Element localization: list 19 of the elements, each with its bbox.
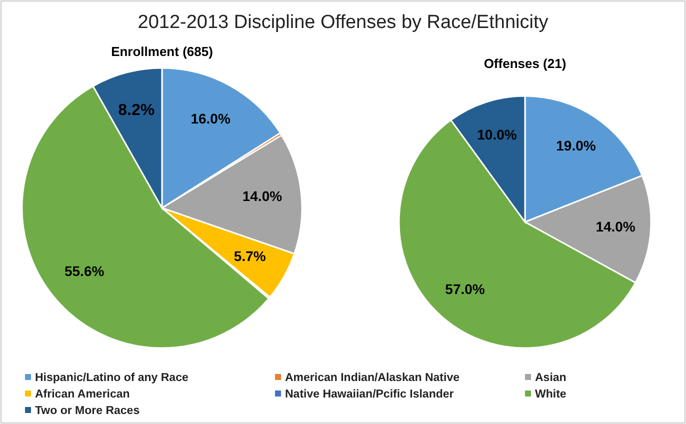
legend-label: African American — [35, 388, 130, 401]
legend-label: Asian — [535, 372, 566, 384]
data-label: 16.0% — [190, 110, 231, 126]
data-label: 10.0% — [477, 126, 518, 142]
data-label: 14.0% — [242, 188, 283, 204]
legend-label: Native Hawaiian/Pcific Islander — [285, 388, 454, 401]
data-label: 5.7% — [234, 248, 266, 264]
chart-title: 2012-2013 Discipline Offenses by Race/Ethnicity — [138, 12, 549, 33]
data-label: 8.2% — [118, 102, 155, 119]
legend-label: Two or More Races — [35, 405, 140, 418]
data-label: 19.0% — [556, 138, 596, 154]
data-label: 55.6% — [64, 262, 105, 279]
legend-label: Hispanic/Latino of any Race — [35, 372, 188, 384]
chart-subtitle: Offenses (21) — [484, 56, 566, 71]
data-label: 14.0% — [596, 218, 636, 234]
legend-label: American Indian/Alaskan Native — [285, 372, 460, 384]
data-label: 57.0% — [445, 280, 486, 297]
chart-subtitle: Enrollment (685) — [111, 44, 213, 59]
legend-label: White — [535, 388, 566, 401]
